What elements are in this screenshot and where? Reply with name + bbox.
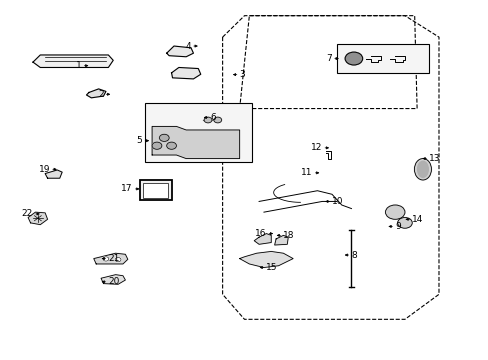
- Circle shape: [203, 117, 211, 123]
- Text: 13: 13: [428, 154, 440, 163]
- Text: 18: 18: [283, 231, 294, 240]
- Text: 11: 11: [301, 168, 312, 177]
- Polygon shape: [239, 251, 292, 267]
- Text: 14: 14: [411, 215, 423, 224]
- Text: 19: 19: [39, 165, 50, 174]
- Polygon shape: [45, 170, 62, 178]
- Text: 9: 9: [394, 222, 400, 231]
- Circle shape: [385, 205, 404, 219]
- Text: 5: 5: [136, 136, 142, 145]
- Polygon shape: [166, 46, 193, 57]
- Text: 15: 15: [266, 263, 277, 272]
- Text: 20: 20: [108, 277, 120, 286]
- Text: 6: 6: [210, 113, 216, 122]
- Circle shape: [115, 257, 121, 262]
- Bar: [143, 183, 167, 198]
- Text: 17: 17: [121, 184, 132, 193]
- Polygon shape: [28, 212, 47, 225]
- Polygon shape: [101, 275, 125, 284]
- Circle shape: [103, 257, 109, 261]
- Polygon shape: [171, 67, 201, 79]
- Circle shape: [166, 142, 176, 149]
- Text: 1: 1: [76, 61, 81, 70]
- Polygon shape: [86, 89, 106, 98]
- Bar: [140, 180, 171, 200]
- Polygon shape: [152, 126, 239, 158]
- Circle shape: [152, 142, 162, 149]
- Bar: [336, 44, 428, 73]
- Ellipse shape: [417, 161, 427, 177]
- Text: 7: 7: [325, 54, 331, 63]
- Text: 21: 21: [108, 254, 120, 263]
- Polygon shape: [94, 253, 127, 264]
- Polygon shape: [33, 55, 113, 67]
- Text: 8: 8: [351, 251, 357, 260]
- Text: 16: 16: [254, 229, 266, 238]
- Circle shape: [213, 117, 221, 123]
- Circle shape: [159, 134, 169, 141]
- Text: 4: 4: [185, 41, 191, 50]
- Circle shape: [345, 52, 362, 65]
- Polygon shape: [274, 235, 287, 245]
- Circle shape: [397, 217, 411, 228]
- Text: 12: 12: [310, 143, 322, 152]
- Bar: [144, 103, 251, 162]
- Text: 2: 2: [98, 90, 103, 99]
- Polygon shape: [254, 234, 271, 244]
- Ellipse shape: [414, 158, 430, 180]
- Text: 3: 3: [239, 70, 245, 79]
- Text: 10: 10: [331, 197, 343, 206]
- Text: 22: 22: [21, 210, 33, 219]
